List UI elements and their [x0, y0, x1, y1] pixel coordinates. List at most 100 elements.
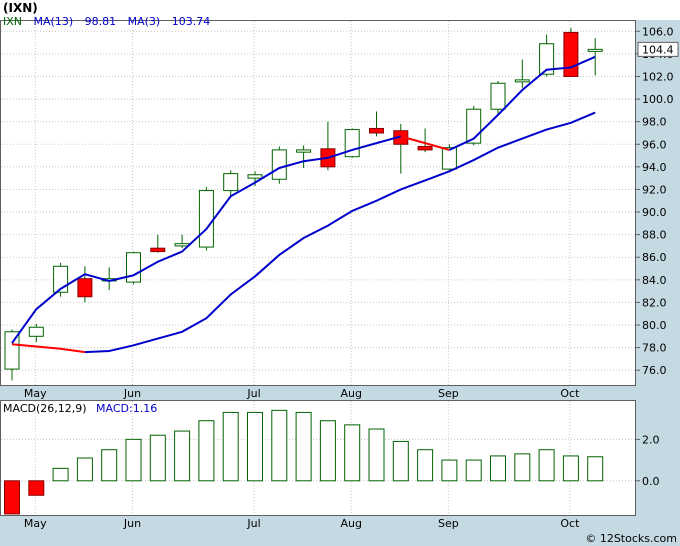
price-y-tick-label: 90.0 — [642, 206, 667, 219]
legend-ticker: IXN — [3, 15, 22, 28]
price-x-tick-label: May — [24, 387, 47, 400]
macd-bar-positive — [587, 456, 604, 482]
macd-title: MACD(26,12,9) — [3, 402, 87, 415]
macd-bar-positive — [392, 440, 409, 482]
price-y-tick-label: 100.0 — [642, 93, 674, 106]
last-price-marker: 104.4 — [637, 41, 679, 57]
candle-down — [369, 127, 384, 134]
price-y-tick-label: 82.0 — [642, 296, 667, 309]
macd-x-tick-label: Aug — [340, 517, 361, 530]
candle-up — [126, 252, 141, 283]
candle-up — [271, 149, 287, 180]
macd-bar-positive — [247, 411, 263, 482]
price-y-tick-label: 92.0 — [642, 183, 667, 196]
price-y-tick-label: 76.0 — [642, 364, 667, 377]
macd-bar-positive — [198, 420, 215, 482]
macd-x-tick-labels: May Jun Jul Aug Sep Oct — [24, 517, 580, 530]
candle-down — [417, 146, 433, 151]
price-y-tick-label: 98.0 — [642, 116, 667, 129]
macd-bars — [4, 409, 604, 515]
macd-bar-negative — [28, 480, 45, 496]
candle-up — [296, 149, 312, 153]
candle-up — [441, 147, 457, 170]
macd-bar-positive — [271, 409, 288, 482]
macd-bar-positive — [562, 455, 579, 482]
watermark: © 12Stocks.com — [585, 532, 677, 545]
macd-bar-positive — [490, 455, 506, 482]
macd-x-tick-label: May — [24, 517, 47, 530]
macd-bar-negative — [4, 480, 20, 515]
macd-bar-positive — [441, 459, 458, 482]
price-y-tick-label: 106.0 — [642, 25, 674, 38]
candle-up — [490, 82, 506, 110]
candle-down — [150, 247, 166, 253]
macd-bar-positive — [52, 467, 69, 482]
price-x-tick-label: Oct — [560, 387, 580, 400]
price-x-tick-label: Jun — [123, 387, 141, 400]
price-y-tick-label: 78.0 — [642, 342, 667, 355]
price-y-axis-band — [636, 20, 680, 400]
candle-up — [539, 43, 555, 75]
price-gridlines — [1, 21, 635, 386]
price-y-tick-label: 86.0 — [642, 251, 667, 264]
macd-bar-positive — [295, 411, 312, 482]
chart-title: (IXN) — [3, 1, 38, 15]
price-x-tick-label: Jul — [246, 387, 260, 400]
ma3-line — [11, 135, 402, 344]
price-y-tick-label: 88.0 — [642, 229, 667, 242]
legend-ma13-value: 98.81 — [85, 15, 117, 28]
price-x-axis-band — [0, 386, 636, 400]
macd-bar-positive — [101, 449, 118, 482]
macd-y-axis-band — [636, 400, 680, 530]
macd-bar-positive — [514, 453, 531, 482]
macd-bar-positive — [125, 438, 142, 482]
macd-bar-positive — [149, 434, 166, 482]
price-x-tick-label: Sep — [438, 387, 459, 400]
macd-bar-positive — [465, 459, 482, 482]
macd-bar-positive — [174, 430, 191, 482]
macd-y-tick-labels: 0.0 2.0 — [636, 433, 660, 488]
macd-x-axis-band — [0, 516, 636, 530]
last-price-label: 104.4 — [642, 43, 674, 56]
legend-ma3-label: MA(3) — [128, 15, 161, 28]
candle-up — [174, 243, 190, 247]
macd-x-tick-label: Jun — [123, 517, 141, 530]
macd-x-tick-label: Oct — [560, 517, 580, 530]
price-y-tick-label: 84.0 — [642, 274, 667, 287]
ma3-line — [448, 55, 596, 151]
price-x-tick-labels: May Jun Jul Aug Sep Oct — [24, 387, 580, 400]
macd-bar-positive — [319, 420, 336, 482]
candle-up — [587, 48, 603, 52]
price-y-tick-label: 94.0 — [642, 161, 667, 174]
macd-bar-positive — [368, 428, 385, 482]
price-y-tick-label: 96.0 — [642, 138, 667, 151]
price-y-tick-label: 80.0 — [642, 319, 667, 332]
macd-y-tick-label: 0.0 — [642, 475, 660, 488]
candle-up — [28, 326, 44, 337]
macd-legend: MACD(26,12,9) MACD:1.16 — [3, 402, 157, 415]
macd-bar-positive — [538, 449, 555, 482]
candle-down — [77, 278, 93, 298]
macd-x-tick-label: Jul — [246, 517, 260, 530]
candle-up — [198, 190, 214, 248]
price-y-tick-label: 102.0 — [642, 70, 674, 83]
candle-up — [247, 174, 263, 179]
price-panel-frame — [0, 20, 636, 386]
candle-up — [514, 79, 530, 83]
macd-bar-positive — [344, 424, 361, 482]
macd-x-tick-label: Sep — [438, 517, 459, 530]
moving-average-lines — [11, 55, 596, 354]
candle-up — [223, 173, 239, 192]
macd-value-label: MACD:1.16 — [96, 402, 157, 415]
footer-band — [0, 530, 680, 546]
ma13-line — [84, 111, 596, 354]
price-x-tick-label: Aug — [340, 387, 361, 400]
ma13-line-red — [11, 343, 86, 354]
candle-up — [4, 331, 20, 370]
candle-down — [563, 31, 579, 77]
ma3-line-red — [400, 135, 450, 151]
macd-bar-positive — [417, 449, 434, 482]
candle-up — [344, 129, 360, 158]
macd-y-tick-label: 2.0 — [642, 433, 660, 446]
